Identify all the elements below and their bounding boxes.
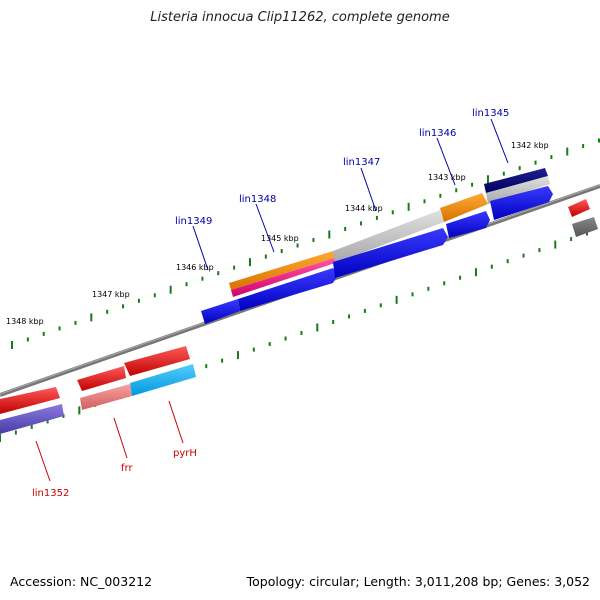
gene-frr[interactable] <box>80 384 132 410</box>
topology-summary: Topology: circular; Length: 3,011,208 bp… <box>246 574 590 589</box>
gene-red-a[interactable] <box>0 387 60 414</box>
scale-label-1344: 1344 kbp <box>345 204 383 213</box>
scale-label-1346: 1346 kbp <box>176 263 214 272</box>
gene-red-right[interactable] <box>568 199 590 217</box>
gene-darkgray-right[interactable] <box>572 217 598 237</box>
gene-label-lin1348[interactable]: lin1348 <box>239 194 276 205</box>
gene-gray-2[interactable] <box>486 176 550 204</box>
scale-label-1342: 1342 kbp <box>511 141 549 150</box>
map-title: Listeria innocua Clip11262, complete gen… <box>150 10 450 25</box>
accession-label: Accession: NC_003212 <box>10 574 153 589</box>
gene-navy[interactable] <box>484 168 548 193</box>
tick-row-bottom <box>0 231 589 442</box>
scale-label-1345: 1345 kbp <box>261 234 299 243</box>
gene-blue-4[interactable] <box>446 211 490 238</box>
scale-label-1348: 1348 kbp <box>6 317 44 326</box>
scale-label-1347: 1347 kbp <box>92 290 130 299</box>
gene-label-frr[interactable]: frr <box>121 463 133 474</box>
gene-label-lin1349[interactable]: lin1349 <box>175 216 212 227</box>
tick-row-top <box>11 138 600 349</box>
gene-pyrH[interactable] <box>130 364 196 396</box>
gene-label-lin1352[interactable]: lin1352 <box>32 488 69 499</box>
gene-red-pyrH-top[interactable] <box>124 346 190 376</box>
gene-red-frr-top[interactable] <box>77 366 126 391</box>
top-label-leaders <box>192 118 509 271</box>
gene-orange-1[interactable] <box>229 251 335 290</box>
gene-blue-2[interactable] <box>238 268 338 311</box>
scale-label-1343: 1343 kbp <box>428 173 466 182</box>
gene-blue-5[interactable] <box>490 186 553 220</box>
gene-purple[interactable] <box>0 404 64 434</box>
gene-label-pyrH[interactable]: pyrH <box>173 448 197 459</box>
gene-label-lin1347[interactable]: lin1347 <box>343 157 380 168</box>
gene-label-lin1345[interactable]: lin1345 <box>472 108 509 119</box>
gene-gray-1[interactable] <box>333 210 444 263</box>
gene-label-lin1346[interactable]: lin1346 <box>419 128 456 139</box>
gene-blue-3[interactable] <box>333 228 448 278</box>
gene-pink[interactable] <box>231 258 335 297</box>
bottom-label-leaders <box>35 400 184 482</box>
gene-blue-1[interactable] <box>201 299 240 324</box>
gene-orange-2[interactable] <box>440 193 488 222</box>
